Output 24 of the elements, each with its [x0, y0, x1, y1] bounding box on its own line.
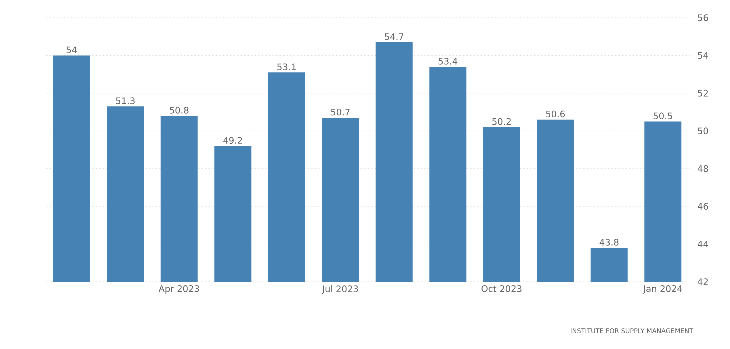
y-tick-label: 56: [698, 14, 708, 22]
data-label: 50.6: [546, 110, 566, 118]
x-tick-label: Oct 2023: [482, 286, 522, 292]
y-tick-label: 52: [698, 90, 708, 97]
data-label: 54: [66, 46, 78, 54]
data-label: 43.8: [600, 239, 619, 246]
x-tick-label: Jan 2024: [642, 286, 682, 294]
y-tick-label: 54: [698, 52, 708, 60]
data-label: 53.4: [438, 58, 458, 65]
data-label: 50.8: [170, 107, 189, 114]
data-label: 54.7: [385, 34, 404, 40]
x-tick-label: Jul 2023: [322, 286, 358, 294]
y-tick-label: 48: [698, 165, 708, 172]
y-tick-label: 44: [698, 241, 708, 248]
data-label: 51.3: [116, 98, 135, 104]
x-tick-label: Apr 2023: [158, 286, 200, 294]
data-label: 53.1: [278, 64, 296, 70]
data-label: 50.2: [492, 118, 511, 126]
data-label: 49.2: [224, 137, 242, 144]
y-tick-label: 42: [698, 278, 708, 286]
y-tick-label: 46: [698, 203, 708, 210]
data-label: 50.5: [654, 112, 672, 120]
y-tick-label: 50: [698, 128, 708, 135]
data-label: 50.7: [331, 108, 350, 116]
